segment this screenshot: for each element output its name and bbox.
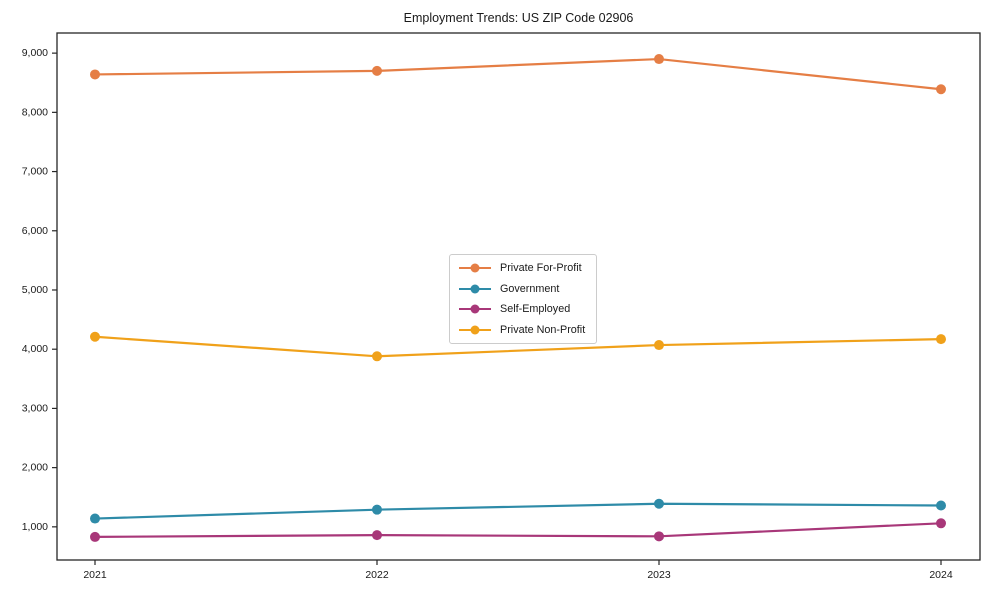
legend-label: Private For-Profit xyxy=(500,262,582,274)
legend-entry-private-for-profit: Private For-Profit xyxy=(459,262,585,274)
legend-entry-self-employed: Self-Employed xyxy=(459,303,585,315)
data-point-private-non-profit-2022 xyxy=(372,351,382,362)
data-point-government-2022 xyxy=(372,504,382,515)
data-point-private-for-profit-2021 xyxy=(90,69,100,80)
legend: Private For-Profit Government Self-Employe… xyxy=(449,254,598,344)
data-point-private-for-profit-2022 xyxy=(372,65,382,76)
legend-entry-government: Government xyxy=(459,283,585,295)
data-point-self-employed-2022 xyxy=(372,530,382,541)
y-tick-label: 5,000 xyxy=(22,284,48,296)
x-tick-label: 2022 xyxy=(365,569,389,581)
data-point-private-non-profit-2023 xyxy=(654,340,664,351)
y-tick-label: 8,000 xyxy=(22,106,48,118)
legend-label: Government xyxy=(500,282,560,295)
series-line-government xyxy=(93,502,943,520)
plot-frame xyxy=(56,32,981,561)
data-point-government-2021 xyxy=(90,513,100,524)
series-line-self-employed xyxy=(93,522,943,539)
legend-entry-private-non-profit: Private Non-Profit xyxy=(459,324,585,336)
series-line-private-non-profit xyxy=(93,335,943,358)
data-point-self-employed-2021 xyxy=(90,531,100,542)
legend-label: Private Non-Profit xyxy=(500,323,586,336)
legend-swatch-line xyxy=(459,263,491,273)
chart-title: Employment Trends: US ZIP Code 02906 xyxy=(403,11,634,25)
data-point-private-non-profit-2024 xyxy=(936,334,946,345)
x-tick-label: 2021 xyxy=(83,569,107,581)
legend-swatch-dot xyxy=(470,325,480,335)
legend-label: Self-Employed xyxy=(500,303,571,316)
data-point-private-for-profit-2023 xyxy=(654,54,664,65)
y-tick-label: 2,000 xyxy=(22,462,48,474)
y-tick-label: 4,000 xyxy=(22,343,48,355)
legend-swatch-line xyxy=(459,304,491,314)
y-tick-label: 1,000 xyxy=(22,521,48,533)
y-tick-label: 9,000 xyxy=(22,47,48,59)
data-point-private-for-profit-2024 xyxy=(936,84,946,95)
x-tick-label: 2023 xyxy=(647,569,671,581)
legend-swatch-dot xyxy=(470,284,480,294)
legend-swatch-line xyxy=(459,325,491,335)
legend-swatch-dot xyxy=(470,304,480,314)
y-tick-label: 7,000 xyxy=(22,166,48,178)
data-point-government-2023 xyxy=(654,498,664,509)
legend-swatch-dot xyxy=(470,263,480,273)
data-point-self-employed-2023 xyxy=(654,531,664,542)
y-tick-label: 6,000 xyxy=(22,225,48,237)
data-point-government-2024 xyxy=(936,500,946,511)
data-point-private-non-profit-2021 xyxy=(90,331,100,342)
series-line-private-for-profit xyxy=(93,57,943,91)
x-tick-label: 2024 xyxy=(929,569,953,581)
data-point-self-employed-2024 xyxy=(936,518,946,529)
legend-swatch-line xyxy=(459,284,491,294)
y-tick-label: 3,000 xyxy=(22,402,48,414)
